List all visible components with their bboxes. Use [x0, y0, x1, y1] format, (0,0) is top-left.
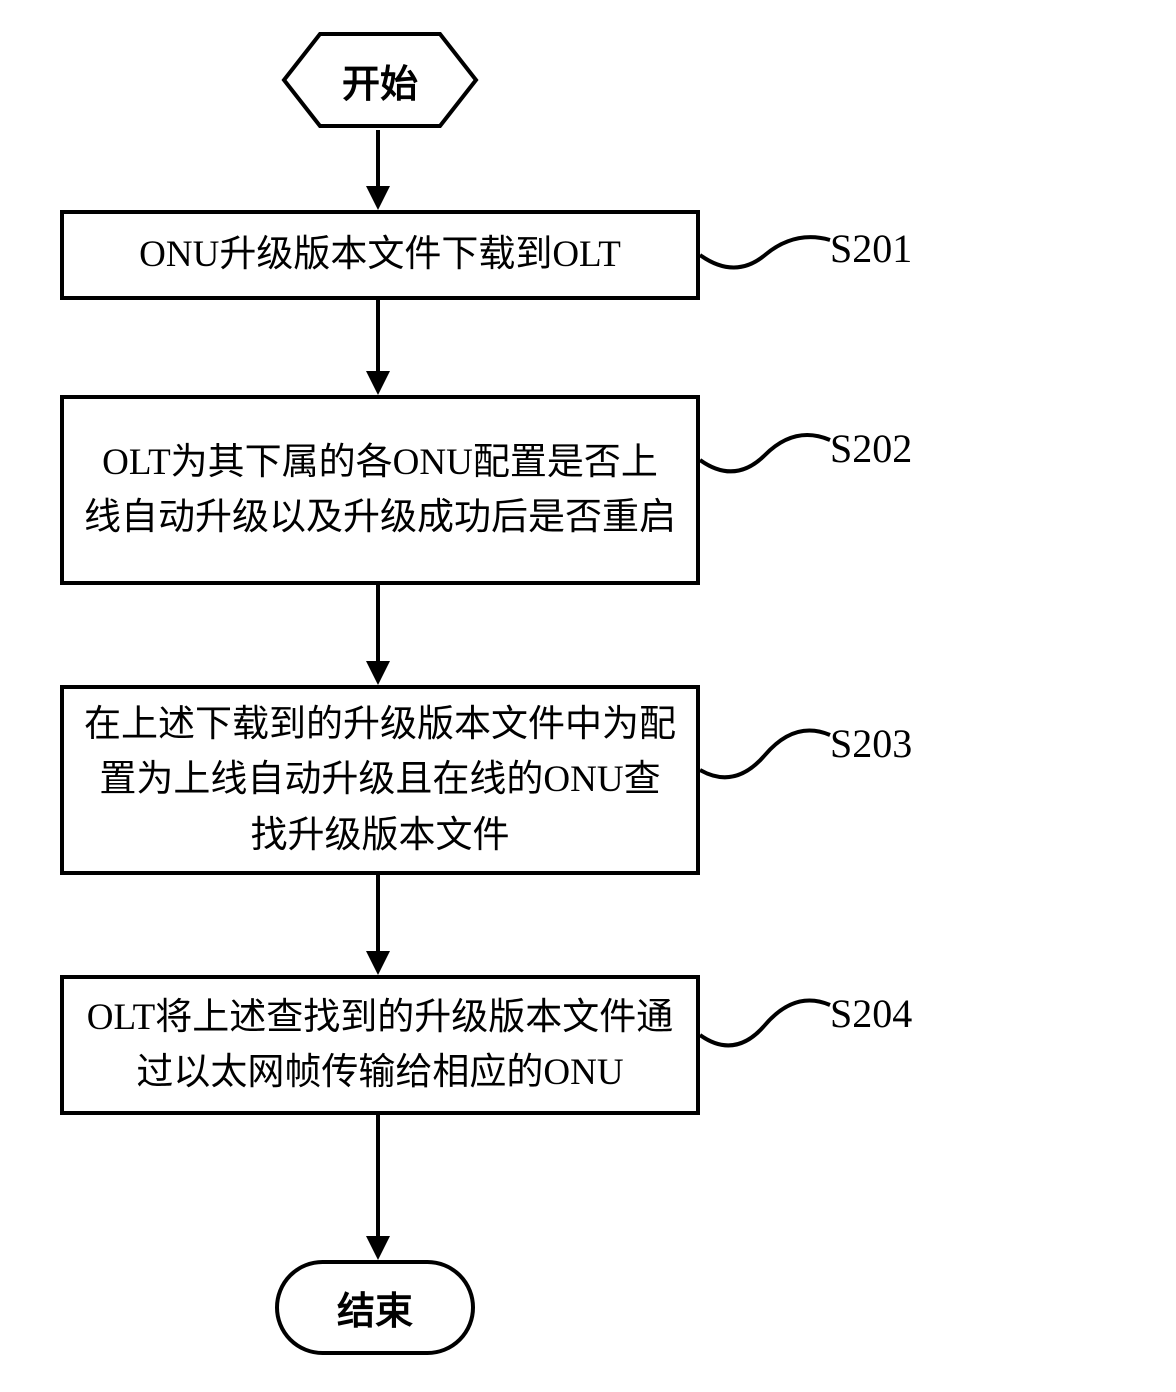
start-label: 开始	[342, 53, 418, 108]
arrow-4	[358, 875, 398, 977]
step4-node: OLT将上述查找到的升级版本文件通过以太网帧传输给相应的ONU	[60, 975, 700, 1115]
curve-1	[700, 225, 835, 285]
step4-text: OLT将上述查找到的升级版本文件通过以太网帧传输给相应的ONU	[84, 990, 676, 1101]
step2-label: S202	[830, 425, 912, 472]
step3-label: S203	[830, 720, 912, 767]
start-node: 开始	[280, 30, 480, 130]
end-label: 结束	[337, 1280, 413, 1335]
arrow-5	[358, 1115, 398, 1262]
arrow-1	[358, 130, 398, 212]
step3-text: 在上述下载到的升级版本文件中为配置为上线自动升级且在线的ONU查找升级版本文件	[84, 697, 676, 864]
step1-node: ONU升级版本文件下载到OLT	[60, 210, 700, 300]
flowchart-container: 开始 ONU升级版本文件下载到OLT S201 OLT为其下属的各ONU配置是否…	[0, 0, 1176, 1392]
arrow-2	[358, 300, 398, 397]
step1-text: ONU升级版本文件下载到OLT	[139, 227, 621, 283]
step4-label: S204	[830, 990, 912, 1037]
step2-text: OLT为其下属的各ONU配置是否上线自动升级以及升级成功后是否重启	[84, 435, 676, 546]
step2-node: OLT为其下属的各ONU配置是否上线自动升级以及升级成功后是否重启	[60, 395, 700, 585]
curve-4	[700, 985, 835, 1060]
end-node: 结束	[275, 1260, 475, 1355]
step1-label: S201	[830, 225, 912, 272]
curve-3	[700, 715, 835, 790]
curve-2	[700, 420, 835, 485]
arrow-3	[358, 585, 398, 687]
step3-node: 在上述下载到的升级版本文件中为配置为上线自动升级且在线的ONU查找升级版本文件	[60, 685, 700, 875]
